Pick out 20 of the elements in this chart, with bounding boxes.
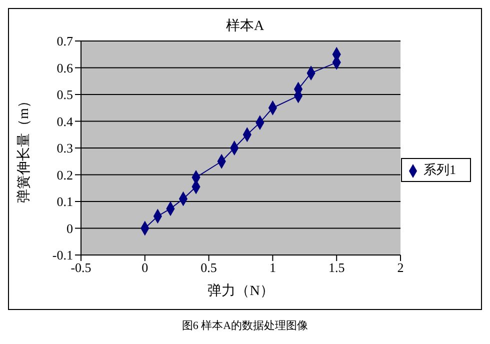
y-tick-label: 0.4	[56, 114, 74, 129]
y-tick-label: 0.2	[56, 167, 73, 182]
y-tick-label: 0.3	[56, 140, 73, 156]
x-axis-title: 弹力（N）	[208, 283, 274, 299]
caption: 图6 样本A的数据处理图像	[180, 319, 310, 333]
y-tick-label: 0.7	[56, 34, 74, 49]
x-tick-label: 2	[397, 260, 404, 276]
x-tick-label: 0	[142, 260, 148, 276]
x-tick-label: 0.5	[200, 260, 217, 276]
y-tick-label: -0.1	[52, 248, 73, 263]
chart-title: 样本A	[224, 18, 266, 35]
y-tick-label: 0.5	[56, 87, 73, 102]
y-axis-title: 弹簧伸长量（m）	[16, 94, 32, 203]
y-tick-label: 0.1	[56, 194, 73, 210]
x-tick-label: -0.5	[70, 260, 92, 276]
x-tick-label: 1	[269, 260, 276, 276]
y-tick-label: 0.6	[56, 60, 74, 76]
x-tick-label: 1.5	[328, 260, 345, 276]
legend-label: 系列1	[424, 162, 456, 177]
y-tick-label: 0	[66, 220, 73, 236]
